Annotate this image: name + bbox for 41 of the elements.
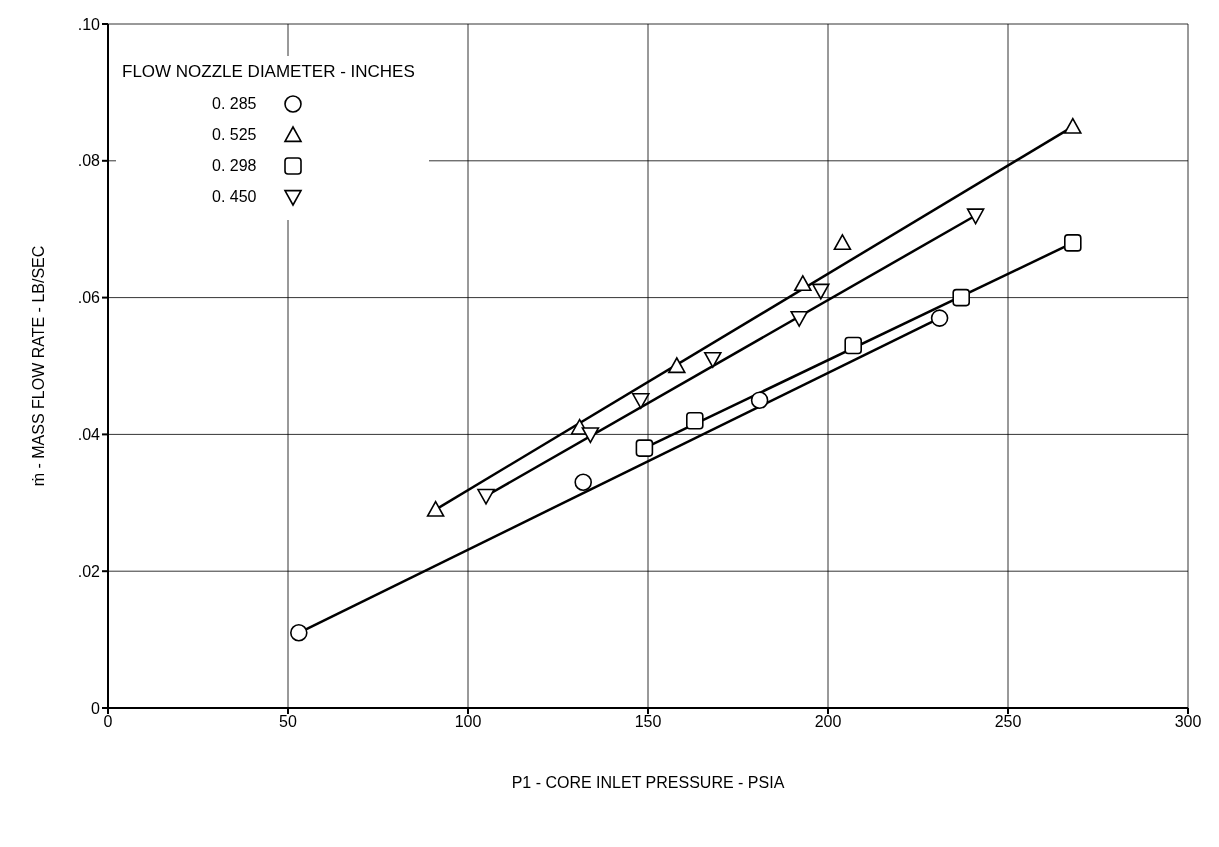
y-tick-label: .02 [77, 562, 101, 580]
point [574, 473, 592, 492]
y-tick-label: .04 [77, 426, 101, 444]
y-tick-label: .08 [77, 152, 101, 170]
point [632, 393, 650, 409]
x-tick-label: 0 [103, 713, 113, 731]
point [794, 275, 812, 292]
point [1064, 234, 1082, 252]
point [966, 208, 985, 225]
point [930, 309, 949, 327]
legend-label: 0. 298 [212, 156, 258, 175]
point [668, 357, 686, 374]
point [844, 336, 862, 355]
point [477, 488, 495, 505]
x-tick-label: 50 [279, 713, 297, 731]
point [290, 623, 308, 642]
x-tick-label: 250 [994, 713, 1022, 731]
point [952, 288, 970, 307]
x-tick-label: 100 [454, 713, 482, 731]
point [750, 391, 769, 409]
point [426, 500, 445, 517]
y-tick-label: .06 [77, 289, 101, 307]
legend-label: 0. 285 [212, 94, 258, 113]
y-tick-label: 0 [91, 699, 101, 717]
point [635, 439, 654, 457]
legend-label: 0. 450 [212, 187, 258, 206]
point [790, 310, 808, 327]
x-tick-label: 150 [634, 713, 662, 731]
point [686, 411, 704, 430]
point [704, 351, 722, 368]
y-tick-label: .10 [77, 15, 101, 33]
legend-title: FLOW NOZZLE DIAMETER - INCHES [122, 62, 415, 82]
point [581, 427, 600, 444]
legend-label: 0. 525 [212, 125, 258, 144]
point [1064, 117, 1082, 134]
y-axis-title: ṁ - MASS FLOW RATE - LB/SEC [29, 245, 47, 487]
x-tick-label: 300 [1174, 713, 1202, 731]
x-tick-label: 200 [814, 713, 842, 731]
x-axis-title: P1 - CORE INLET PRESSURE - PSIA [511, 774, 785, 791]
point [833, 234, 852, 251]
point [812, 283, 830, 300]
